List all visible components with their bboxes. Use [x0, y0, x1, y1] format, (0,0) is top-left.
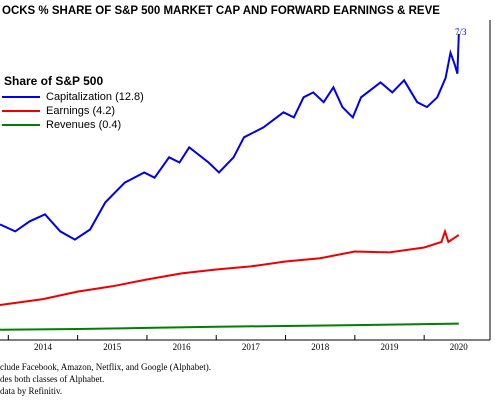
series-line [0, 33, 460, 241]
footnote: des both classes of Alphabet. [0, 374, 104, 384]
x-tick-label: 2015 [103, 342, 122, 352]
footnote: clude Facebook, Amazon, Netflix, and Goo… [0, 362, 211, 372]
x-tick-label: 2014 [34, 342, 53, 352]
x-tick-label: 2020 [450, 342, 469, 352]
annotation: 7/3 [455, 27, 467, 37]
legend-title: Share of S&P 500 [4, 74, 103, 88]
chart-title: OCKS % SHARE OF S&P 500 MARKET CAP AND F… [2, 5, 440, 17]
series-line [0, 228, 460, 306]
footnote: data by Refinitiv. [0, 386, 62, 396]
x-tick-label: 2018 [311, 342, 330, 352]
x-tick-label: 2019 [381, 342, 400, 352]
series-line [0, 322, 459, 331]
x-tick-label: 2016 [173, 342, 192, 352]
legend-label: Earnings (4.2) [46, 105, 115, 117]
legend-label: Capitalization (12.8) [46, 91, 144, 103]
legend-label: Revenues (0.4) [46, 119, 121, 131]
x-tick-label: 2017 [242, 342, 261, 352]
